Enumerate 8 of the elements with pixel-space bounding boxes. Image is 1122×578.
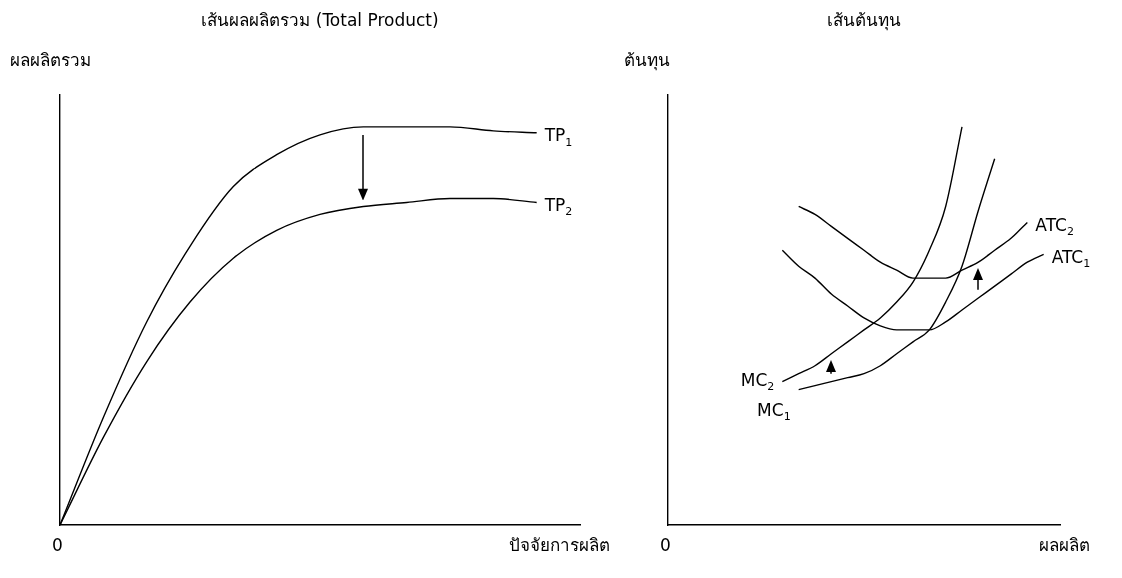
x-axis-title: ผลผลิต — [1039, 535, 1090, 556]
text: 0 — [52, 535, 63, 556]
y-axis-title: ต้นทุน — [624, 50, 670, 72]
text: 0 — [660, 535, 671, 556]
chart-title: เส้นต้นทุน — [827, 10, 901, 32]
y-axis-title: ผลผลิตรวม — [10, 50, 91, 71]
chart-title: เส้นผลผลิตรวม (Total Product) — [201, 10, 439, 31]
x-axis-title: ปัจจัยการผลิต — [509, 535, 610, 556]
